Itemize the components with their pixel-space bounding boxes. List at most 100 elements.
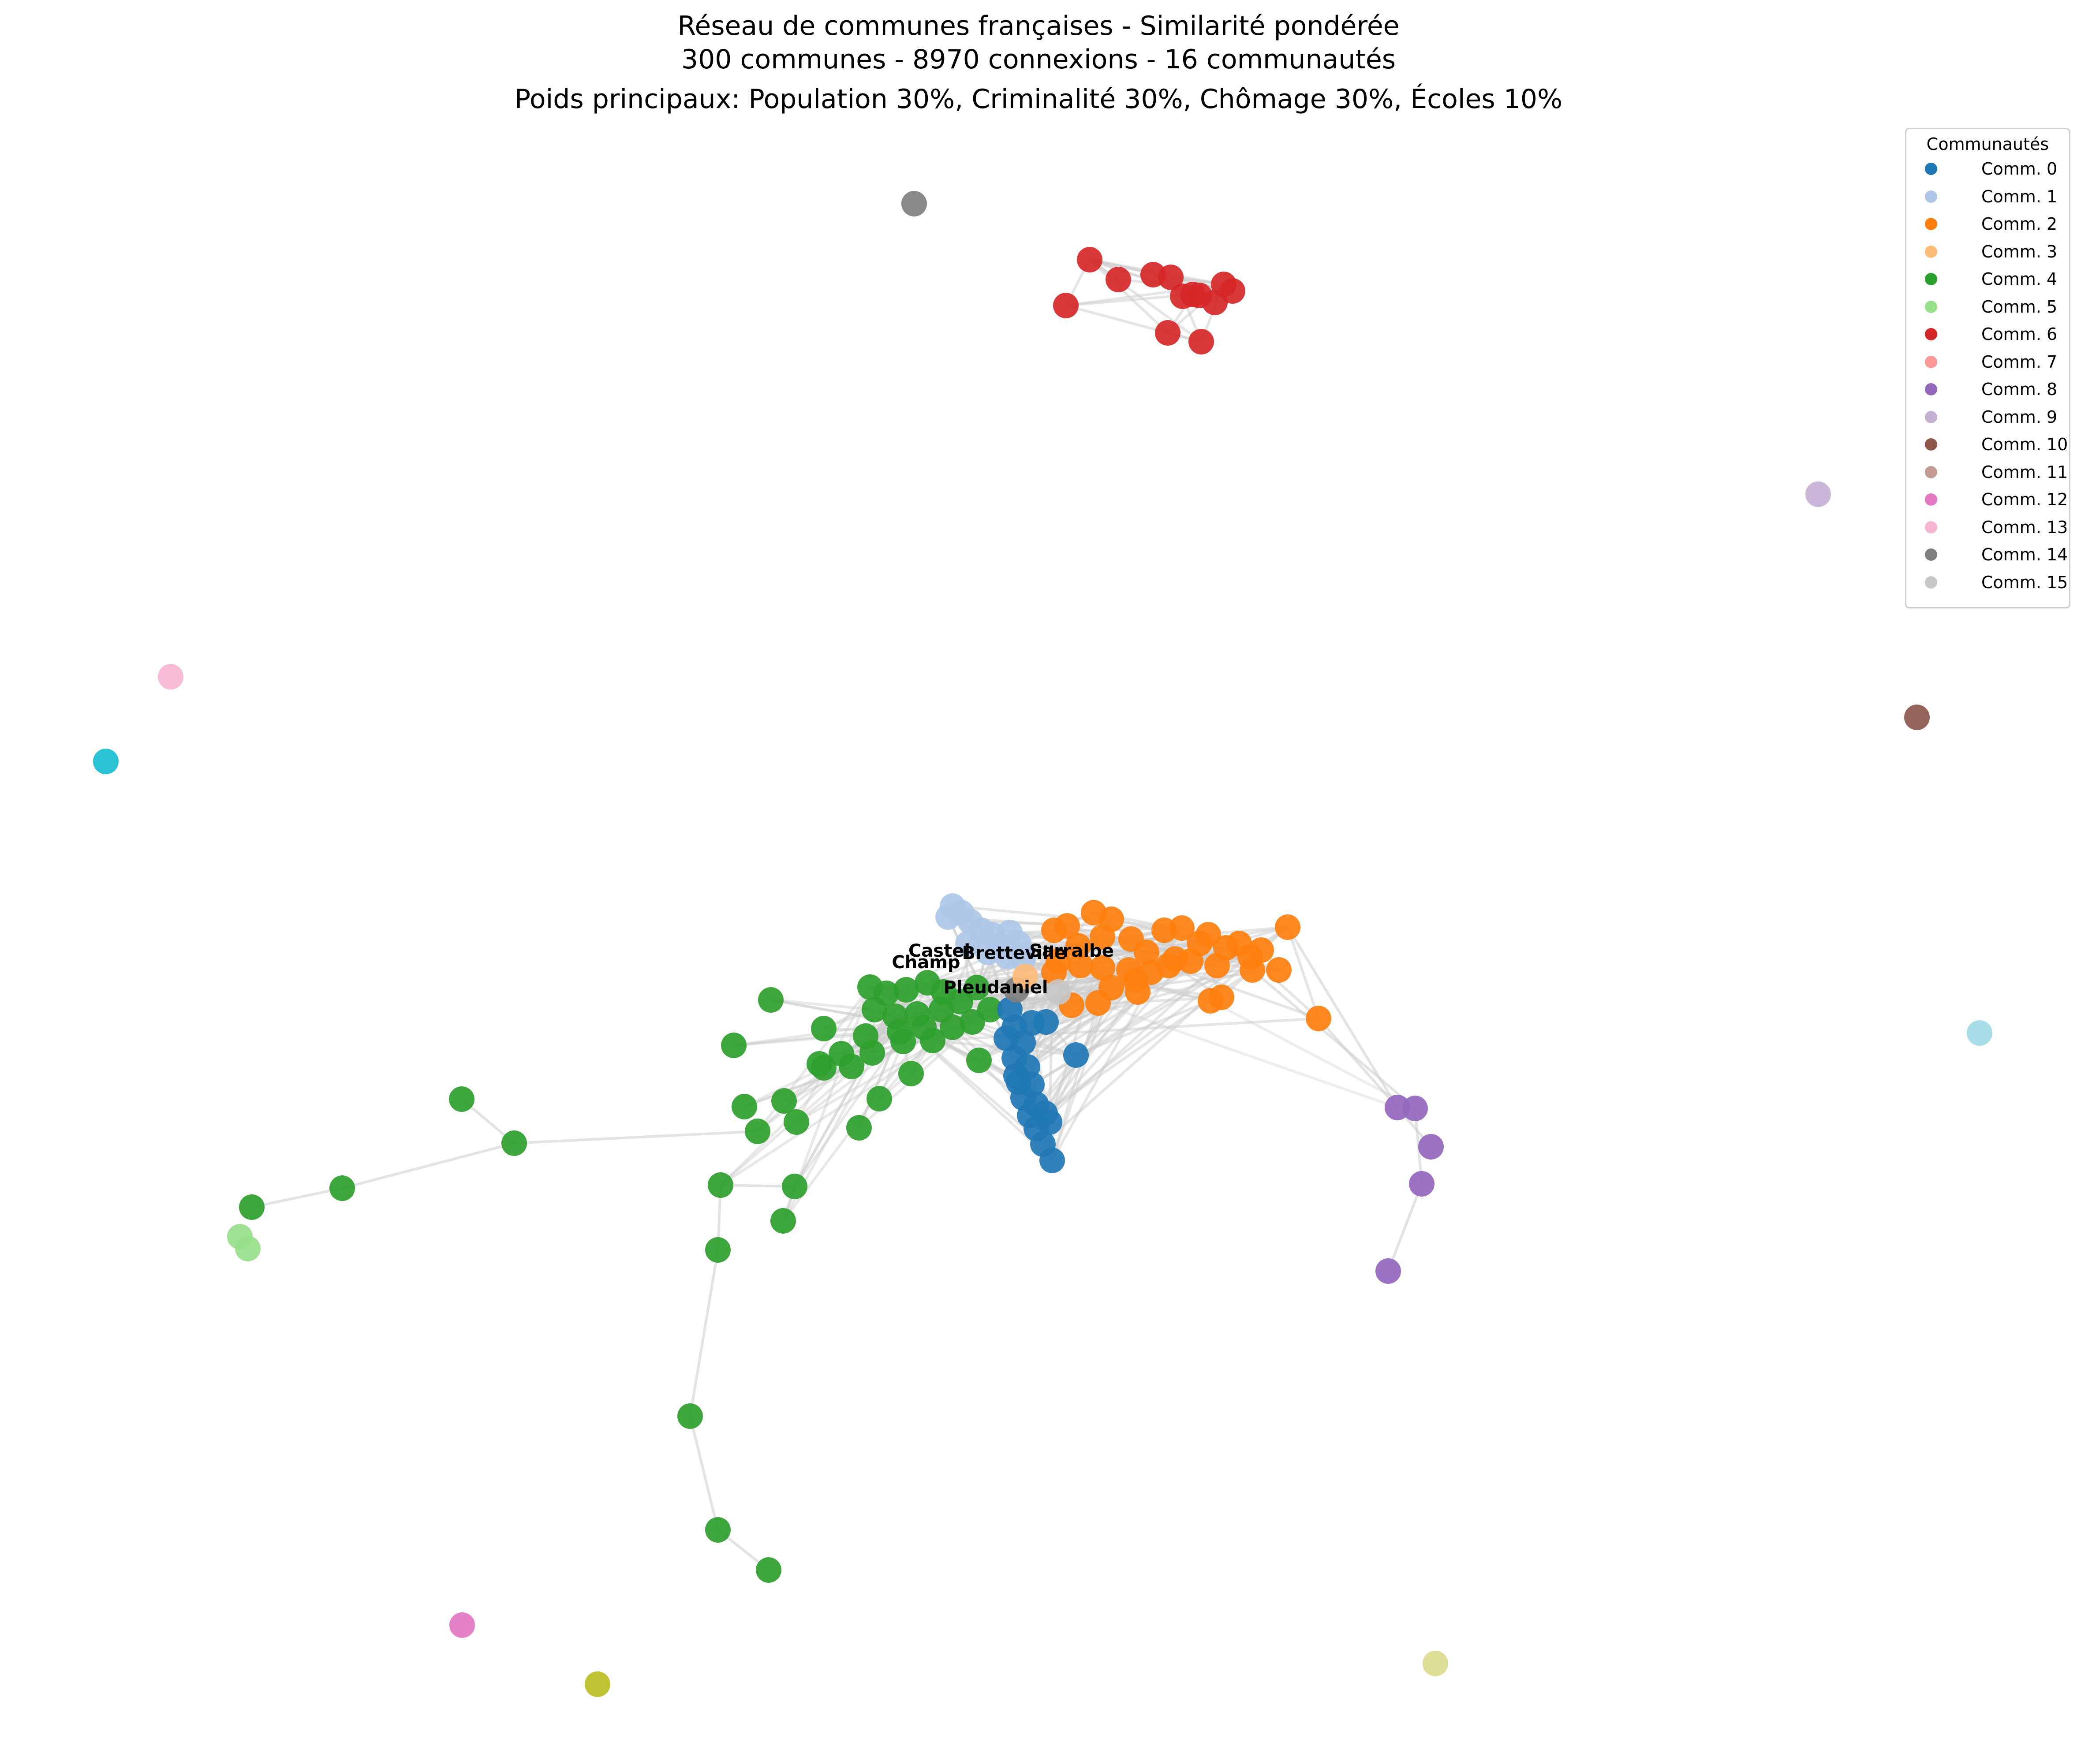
network-edge [689,1249,719,1417]
network-node-comm4 [784,1109,809,1135]
network-node-comm4 [449,1086,474,1112]
network-node-comm4 [771,1088,797,1114]
legend-marker [1925,383,1937,395]
network-edge [1098,1002,1398,1109]
legend-label: Comm. 15 [1981,572,2068,592]
network-node-comm2 [1054,913,1080,939]
network-edge [720,1013,918,1186]
network-node-comm4 [708,1172,733,1198]
network-node-comm10 [1904,705,1930,730]
network-node-comm4 [839,1054,864,1079]
legend-marker [1925,466,1937,478]
network-node-comm6 [1077,247,1102,272]
legend-label: Comm. 8 [1981,380,2058,399]
legend-label: Comm. 2 [1981,214,2058,234]
network-edge [514,1130,758,1145]
legend-marker [1925,190,1937,203]
network-edge [927,960,1059,984]
network-node-comm6 [1158,265,1184,290]
network-node-comm6 [1106,267,1131,292]
network-node-comm4 [811,1016,837,1041]
network-edge [1251,969,1416,1110]
network-node-comm2 [1169,915,1195,941]
network-node-comm6 [1188,329,1214,354]
node-label: Pleudaniel [943,977,1048,998]
network-node-comm2 [1090,924,1115,950]
legend-label: Comm. 13 [1981,517,2068,537]
edge-layer [251,258,1432,1571]
network-node-comm14 [901,191,927,216]
network-node-comm4 [239,1194,265,1220]
node-label: Sarralbe [1029,941,1114,961]
legend-marker [1925,245,1937,258]
legend-marker [1925,328,1937,340]
network-node-comm4 [898,1061,924,1086]
network-node-comm2 [1085,990,1111,1016]
legend: Communautés Comm. 0 Comm. 1 Comm. 2 Comm. 3… [1905,128,2070,608]
network-node-comm4 [501,1130,527,1156]
network-node-comm1 [935,904,961,930]
legend-item: Comm. 6 [1906,321,2069,347]
legend-label: Comm. 0 [1981,159,2058,179]
network-node-comm4 [329,1175,355,1201]
legend-label: Comm. 12 [1981,490,2068,509]
legend-label: Comm. 7 [1981,352,2058,372]
network-node-comm4 [721,1033,747,1058]
legend-marker [1925,438,1937,451]
network-node-comm4 [887,1019,912,1044]
network-node-comm2 [1041,959,1067,985]
network-node-comm8 [1375,1258,1401,1284]
chart-weights-subtitle: Poids principaux: Population 30%, Crimin… [514,84,1563,115]
legend-label: Comm. 3 [1981,242,2058,261]
network-node-comm1 [955,931,981,956]
network-node-comm4 [745,1119,770,1144]
legend-item: Comm. 5 [1906,294,2069,320]
legend-marker [1925,576,1937,589]
network-node-comm4 [770,1208,796,1234]
network-edge [1286,927,1320,1019]
network-edge [1317,1018,1399,1108]
legend-title: Communautés [1926,134,2049,154]
legend-item: Comm. 15 [1906,569,2069,596]
legend-label: Comm. 5 [1981,297,2058,317]
network-node-comm2 [1068,953,1093,978]
network-edge [342,1142,515,1190]
network-node-comm2 [1209,985,1234,1010]
node-layer [93,191,1992,1697]
network-node-comm9 [1805,481,1831,507]
network-node-comm4 [920,1028,945,1053]
legend-item: Comm. 7 [1906,349,2069,375]
network-node-comm0 [1063,1042,1089,1068]
network-node-comm4 [756,1557,781,1583]
legend-marker [1925,493,1937,506]
network-node-comm2 [1134,940,1159,965]
network-node-comm4 [732,1094,757,1119]
network-edge [1051,1003,1099,1161]
network-node-isolate [1967,1020,1992,1046]
legend-item: Comm. 14 [1906,541,2069,568]
network-node-comm4 [862,997,887,1022]
network-edge [251,1187,343,1208]
network-edge [770,999,875,1011]
legend-item: Comm. 1 [1906,183,2069,210]
legend-marker [1925,218,1937,230]
network-node-comm6 [1220,278,1245,304]
network-node-comm13 [158,664,183,690]
network-edge [1210,999,1416,1110]
network-node-comm4 [853,1023,878,1049]
network-node-comm4 [893,977,919,1003]
network-node-comm4 [867,1086,892,1111]
network-node-comm4 [705,1517,731,1543]
network-node-comm2 [1275,914,1300,940]
network-node-isolate [93,749,119,774]
legend-label: Comm. 11 [1981,462,2068,482]
network-node-comm0 [1039,1148,1065,1173]
legend-marker [1925,410,1937,423]
legend-label: Comm. 4 [1981,269,2058,289]
legend-marker [1925,300,1937,313]
network-node-comm2 [1306,1006,1331,1031]
network-node-comm2 [1162,946,1188,972]
network-node-comm12 [449,1612,475,1638]
network-edge [689,1416,719,1530]
